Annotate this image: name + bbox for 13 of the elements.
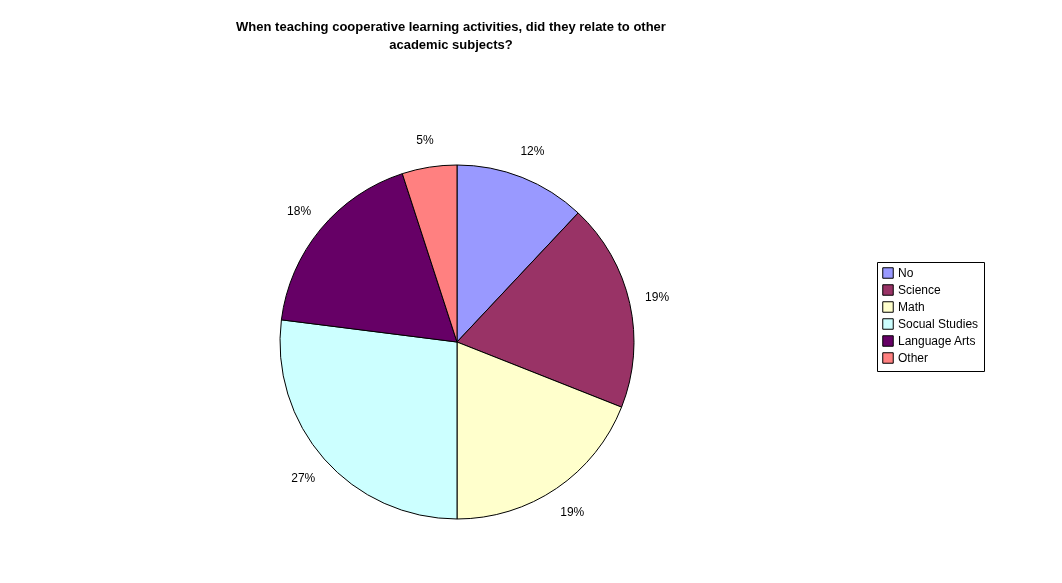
data-label: 19% [560, 504, 585, 519]
legend-label: No [898, 266, 914, 280]
legend-label: Other [898, 351, 929, 365]
legend-label: Math [898, 300, 925, 314]
legend-label: Socual Studies [898, 317, 979, 331]
data-label: 27% [291, 470, 316, 485]
data-label: 19% [645, 290, 670, 305]
data-label: 18% [287, 204, 312, 219]
chart-title: When teaching cooperative learning activities, did they relate to other academic subjects? [236, 19, 666, 52]
legend-label: Science [898, 283, 942, 297]
data-label: 5% [416, 132, 434, 147]
data-label: 12% [520, 144, 545, 159]
legend-label: Language Arts [898, 334, 976, 348]
